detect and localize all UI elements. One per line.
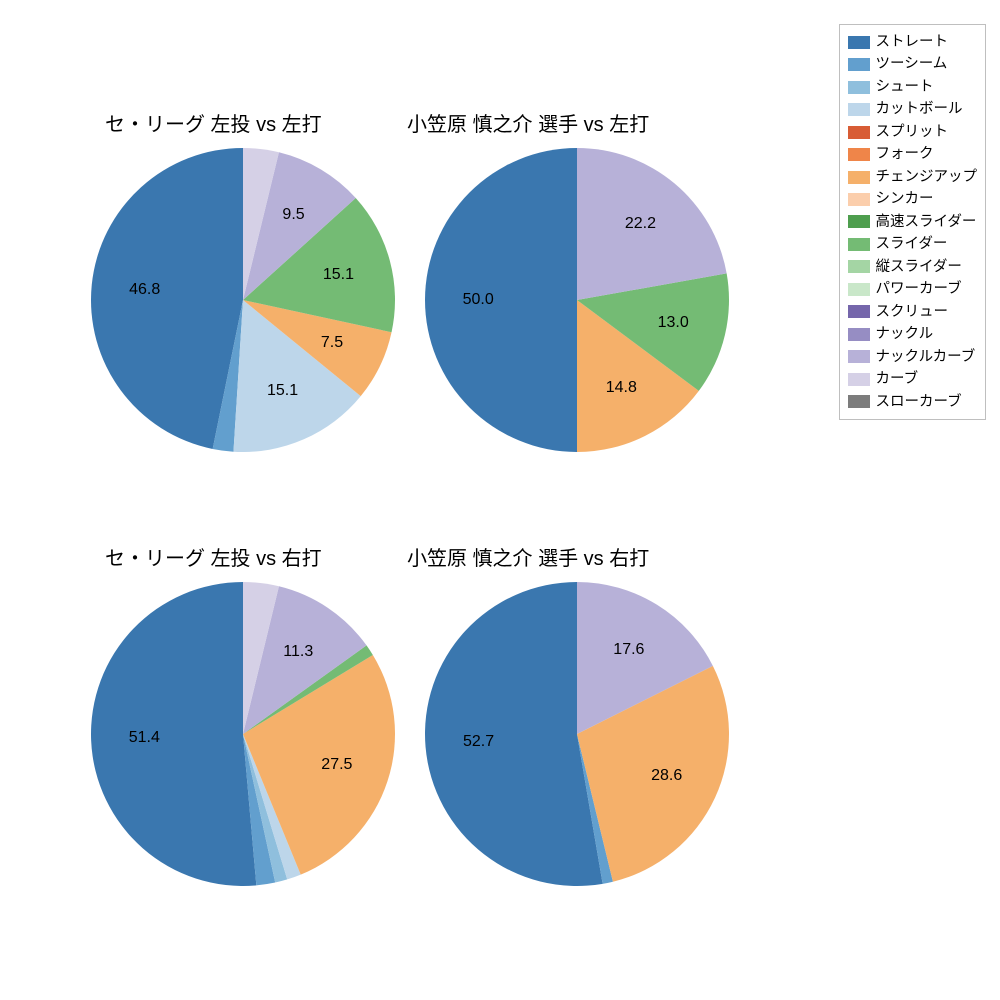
pie-slice-label: 52.7 xyxy=(463,733,494,751)
legend-swatch xyxy=(848,126,870,139)
figure: セ・リーグ 左投 vs 左打 46.8 15.1 7.5 15.1 9.5 小笠原 慎之介 … xyxy=(0,0,1000,1000)
legend-item: 高速スライダー xyxy=(848,211,978,233)
pie-slice-label: 15.1 xyxy=(323,266,354,284)
pie-slice-label: 11.3 xyxy=(283,643,313,661)
legend-swatch xyxy=(848,260,870,273)
pie-slice xyxy=(91,148,243,449)
legend-label: スプリット xyxy=(876,121,949,143)
legend-label: スライダー xyxy=(876,233,948,255)
legend-label: シュート xyxy=(876,76,934,98)
legend-label: ストレート xyxy=(876,31,949,53)
legend-item: シュート xyxy=(848,76,978,98)
legend-label: 高速スライダー xyxy=(876,211,977,233)
pie-slice-label: 51.4 xyxy=(129,729,160,747)
legend-label: パワーカーブ xyxy=(876,278,962,300)
legend-label: ナックルカーブ xyxy=(876,346,976,368)
pie-slice-label: 13.0 xyxy=(658,314,689,332)
legend-item: パワーカーブ xyxy=(848,278,978,300)
pie-slice xyxy=(425,582,603,886)
legend-swatch xyxy=(848,81,870,94)
chart-title: セ・リーグ 左投 vs 右打 xyxy=(105,542,322,571)
pie-slice xyxy=(91,582,256,886)
legend-item: ツーシーム xyxy=(848,53,978,75)
legend-swatch xyxy=(848,215,870,228)
legend-item: カーブ xyxy=(848,368,978,390)
legend-item: スプリット xyxy=(848,121,978,143)
legend-item: ナックルカーブ xyxy=(848,346,978,368)
pie-slice-label: 9.5 xyxy=(282,206,304,224)
legend-item: カットボール xyxy=(848,98,978,120)
legend-item: シンカー xyxy=(848,188,978,210)
pie-slice-label: 7.5 xyxy=(321,334,343,352)
pie-slice-label: 27.5 xyxy=(321,756,352,774)
legend-swatch xyxy=(848,36,870,49)
legend-label: ツーシーム xyxy=(876,53,948,75)
legend-label: カーブ xyxy=(876,368,919,390)
legend-item: ナックル xyxy=(848,323,978,345)
legend-swatch xyxy=(848,305,870,318)
legend-swatch xyxy=(848,193,870,206)
legend-label: スクリュー xyxy=(876,301,949,323)
pie-slice-label: 15.1 xyxy=(267,382,298,400)
pie-slice-label: 17.6 xyxy=(613,641,644,659)
chart-title: 小笠原 慎之介 選手 vs 右打 xyxy=(407,542,649,571)
pie-slice-label: 46.8 xyxy=(129,281,160,299)
legend-swatch xyxy=(848,103,870,116)
legend-swatch xyxy=(848,171,870,184)
legend-swatch xyxy=(848,350,870,363)
pie-slice-label: 22.2 xyxy=(625,215,656,233)
legend-swatch xyxy=(848,58,870,71)
legend-item: チェンジアップ xyxy=(848,166,978,188)
legend-swatch xyxy=(848,283,870,296)
pie-chart xyxy=(91,148,395,452)
legend-label: ナックル xyxy=(876,323,934,345)
legend-label: チェンジアップ xyxy=(876,166,978,188)
pie-slice-label: 28.6 xyxy=(651,767,682,785)
legend-swatch xyxy=(848,395,870,408)
legend-item: 縦スライダー xyxy=(848,256,978,278)
legend-label: 縦スライダー xyxy=(876,256,962,278)
legend: ストレートツーシームシュートカットボールスプリットフォークチェンジアップシンカー… xyxy=(839,24,987,420)
legend-label: カットボール xyxy=(876,98,963,120)
chart-title: 小笠原 慎之介 選手 vs 左打 xyxy=(407,108,649,137)
legend-item: ストレート xyxy=(848,31,978,53)
legend-label: スローカーブ xyxy=(876,391,962,413)
legend-item: スローカーブ xyxy=(848,391,978,413)
legend-label: フォーク xyxy=(876,143,934,165)
chart-title: セ・リーグ 左投 vs 左打 xyxy=(105,108,322,137)
legend-item: フォーク xyxy=(848,143,978,165)
legend-label: シンカー xyxy=(876,188,934,210)
legend-item: スクリュー xyxy=(848,301,978,323)
pie-slice-label: 50.0 xyxy=(463,291,494,309)
legend-swatch xyxy=(848,148,870,161)
pie-slice xyxy=(425,148,577,452)
legend-item: スライダー xyxy=(848,233,978,255)
legend-swatch xyxy=(848,328,870,341)
pie-slice-label: 14.8 xyxy=(606,379,637,397)
legend-swatch xyxy=(848,373,870,386)
legend-swatch xyxy=(848,238,870,251)
